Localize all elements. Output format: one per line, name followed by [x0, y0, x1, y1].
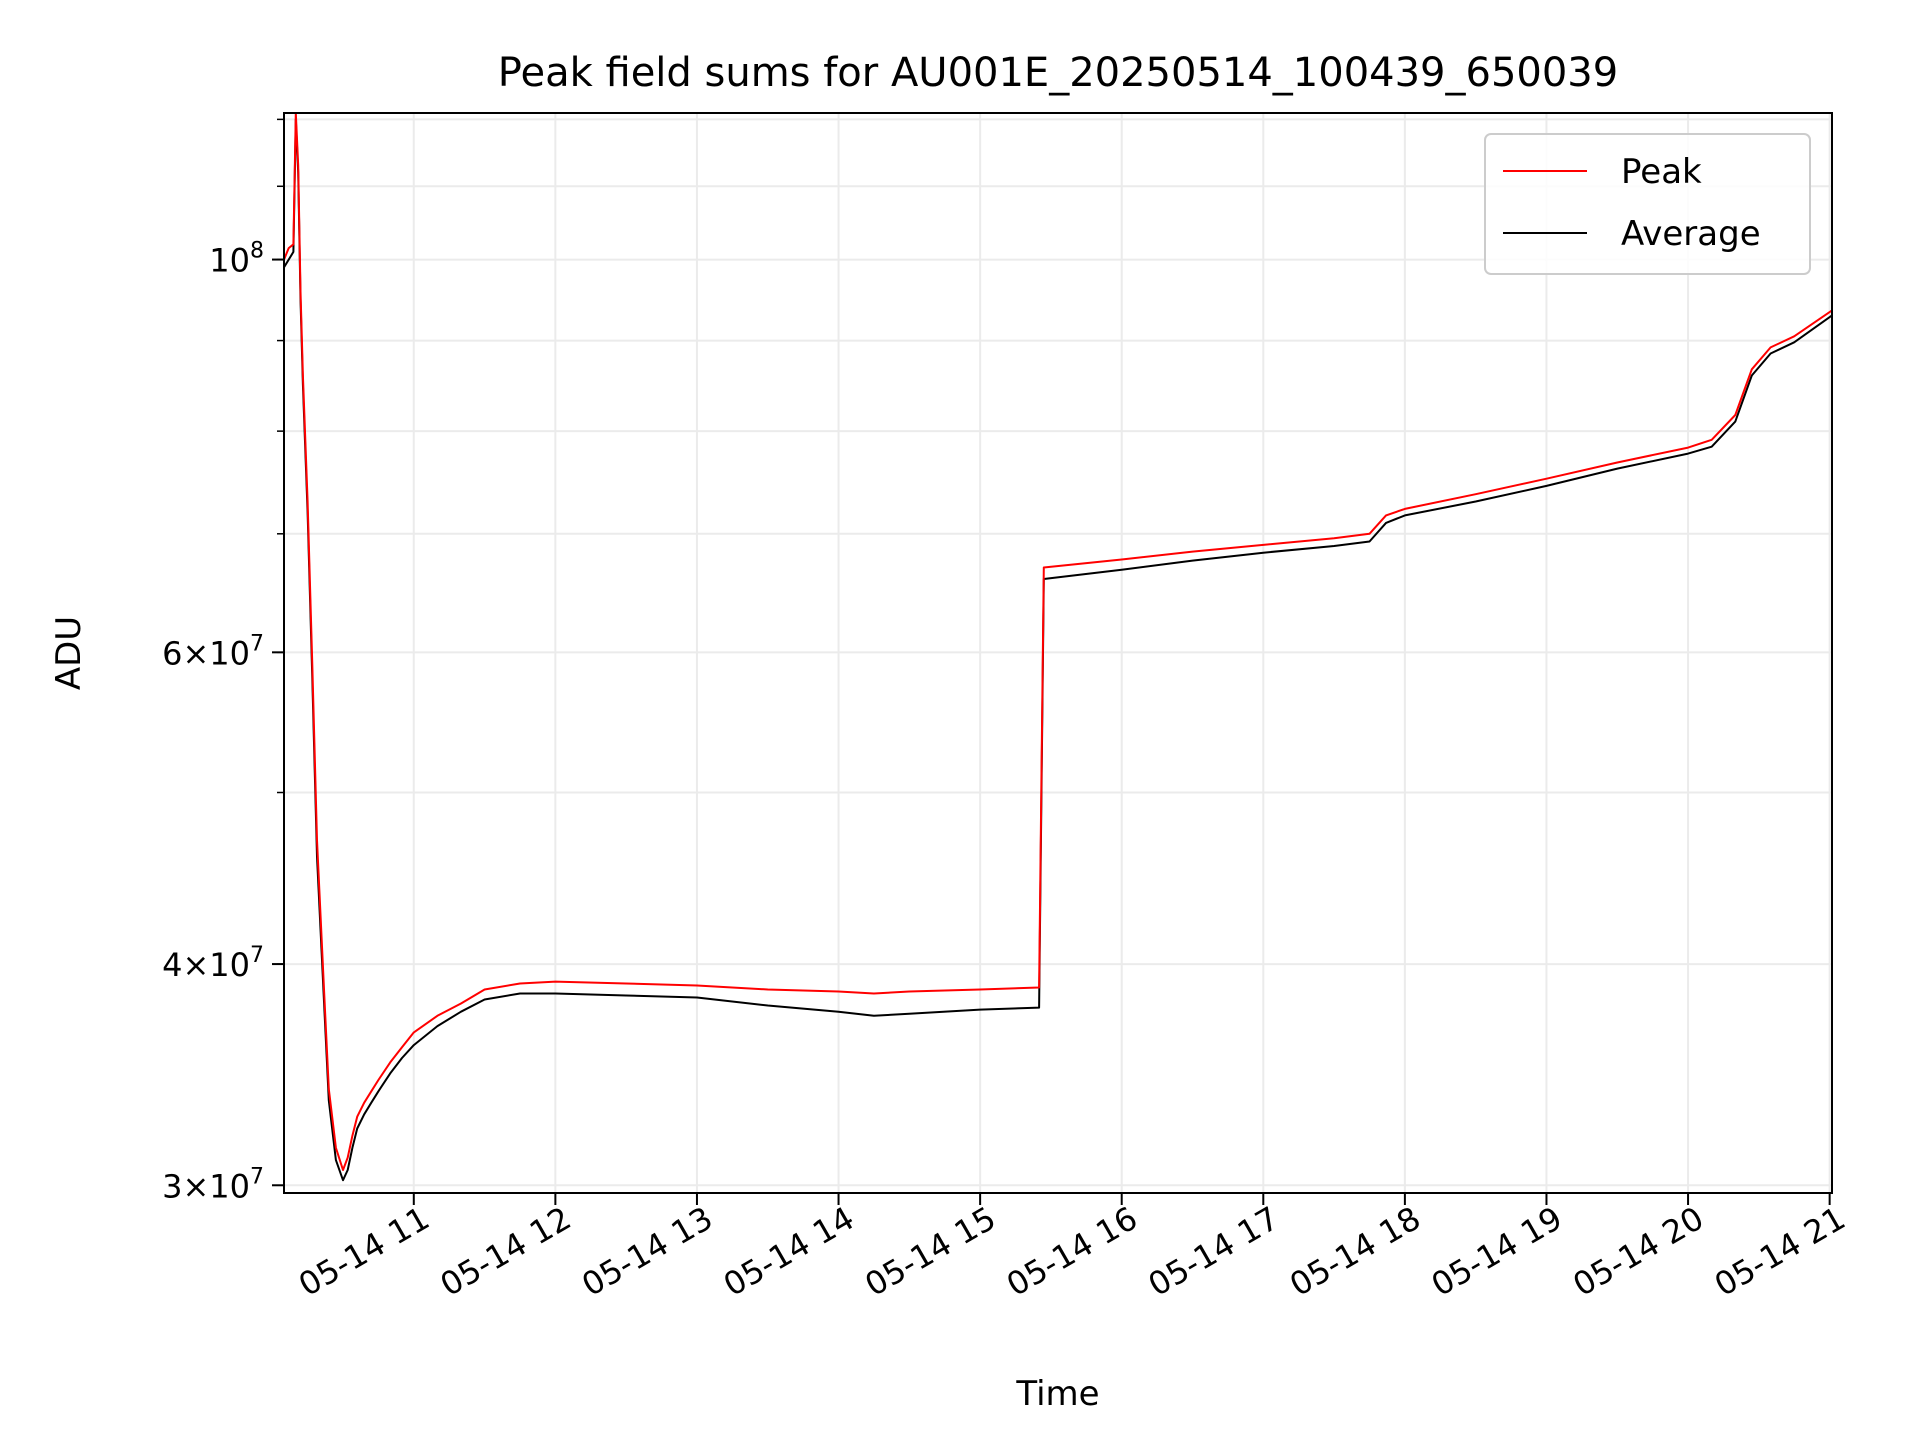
y-axis-label: ADU — [49, 616, 89, 690]
chart-title: Peak field sums for AU001E_20250514_1004… — [498, 50, 1618, 96]
x-axis-label: Time — [1015, 1374, 1099, 1414]
y-axis: 3×107 4×107 6×107 108 — [162, 118, 284, 1205]
legend-label-average: Average — [1621, 214, 1761, 254]
series-line-peak — [283, 112, 1833, 1171]
y-tick-label: 6×107 — [162, 631, 264, 672]
legend-label-peak: Peak — [1621, 152, 1702, 192]
plot-area — [283, 112, 1833, 1182]
y-tick-label: 4×107 — [162, 943, 264, 984]
grid — [284, 113, 1832, 1193]
y-tick-label: 108 — [209, 239, 264, 280]
y-tick-label: 3×107 — [162, 1164, 264, 1205]
legend-box — [1484, 133, 1811, 275]
legend: Peak Average — [1484, 133, 1811, 275]
